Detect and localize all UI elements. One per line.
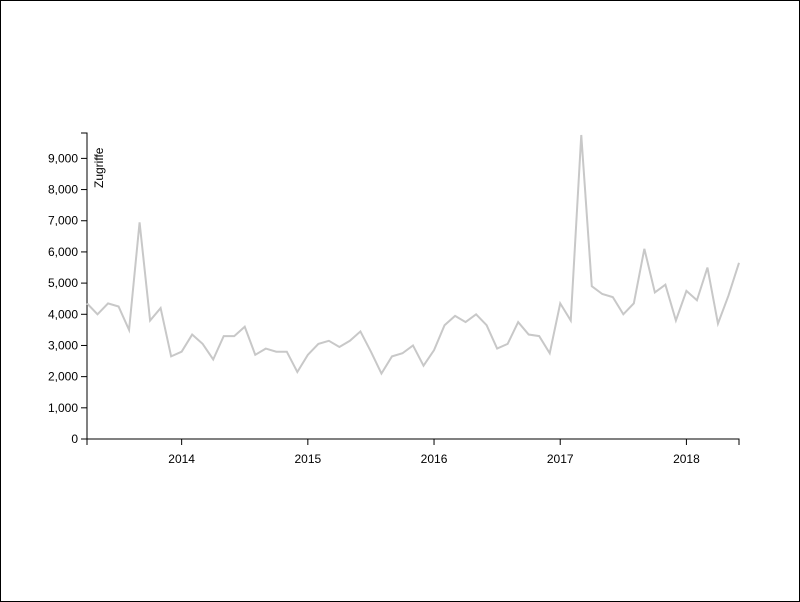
y-tick-label: 3,000 — [48, 338, 78, 352]
y-tick-label: 6,000 — [48, 245, 78, 259]
x-tick-label: 2017 — [547, 452, 574, 466]
y-tick-label: 1,000 — [48, 401, 78, 415]
line — [86, 134, 740, 376]
y-tick-label: 7,000 — [48, 214, 78, 228]
x-tick-label: 2014 — [168, 452, 195, 466]
y-tick-label: 4,000 — [48, 307, 78, 321]
x-tick-label: 2016 — [421, 452, 448, 466]
y-tick-label: 8,000 — [48, 183, 78, 197]
y-axis-label: Zugriffe — [92, 147, 106, 188]
y-tick-label: 0 — [71, 432, 78, 446]
x-tick-label: 2018 — [673, 452, 700, 466]
y-tick-label: 2,000 — [48, 370, 78, 384]
y-tick-label: 9,000 — [48, 151, 78, 165]
x-tick-label: 2015 — [294, 452, 321, 466]
y-tick-label: 5,000 — [48, 276, 78, 290]
x-axis — [86, 438, 740, 445]
